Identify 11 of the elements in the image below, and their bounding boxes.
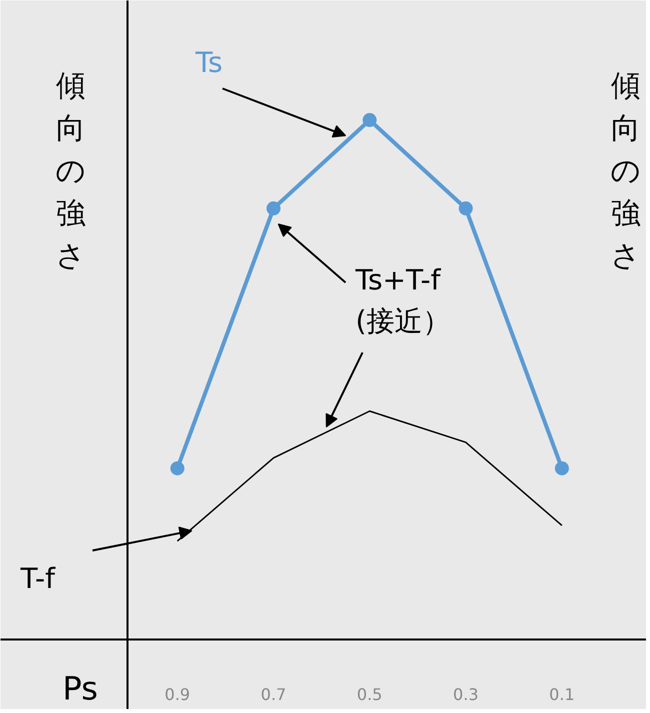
x-tick-label: 0.3 xyxy=(453,684,479,704)
y-axis-title: 傾向の強さ xyxy=(610,68,640,272)
text: Ts xyxy=(194,46,223,79)
x-tick-label: 0.7 xyxy=(260,684,286,704)
annotation: Ts+T-f (接近） xyxy=(354,263,450,338)
y2-axis-title: 傾向の強さ xyxy=(56,68,86,272)
x-tick-label: 0.9 xyxy=(164,684,190,704)
x-axis-title: Ps xyxy=(62,670,98,708)
x-tick-label: 0.5 xyxy=(356,684,382,704)
text: T-f xyxy=(20,562,56,595)
x-tick-label: 0.1 xyxy=(549,684,575,704)
